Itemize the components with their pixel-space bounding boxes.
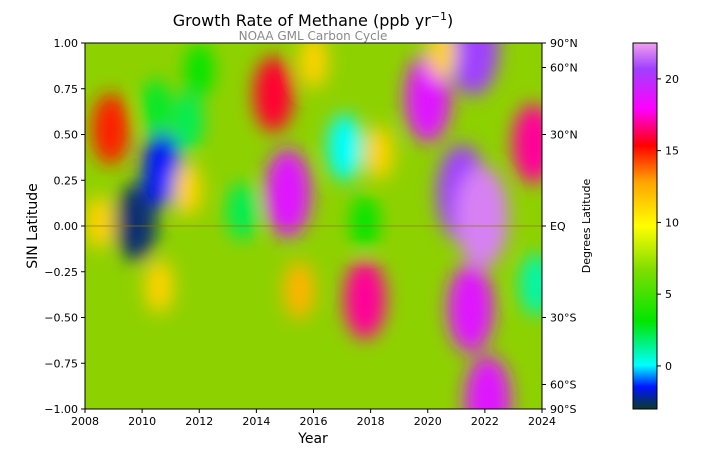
heat-blob-4: [226, 182, 258, 241]
heat-blob-0: [115, 183, 157, 262]
heat-blob-25: [427, 43, 457, 79]
y-tick-label-2: −0.50: [44, 312, 78, 325]
x-tick-label-2010: 2010: [128, 415, 156, 428]
heat-blob-21: [173, 162, 203, 217]
y-tick-label-6: 0.50: [54, 129, 79, 142]
secondary-y-axis: 90°N 60°N 30°N EQ 30°S 60°S 90°S: [542, 37, 578, 416]
x-axis: 2008 2010 2012 2014 2016 2018 2020 2022 2024: [71, 409, 556, 428]
heat-blob-18: [91, 93, 130, 165]
heat-blob-9: [253, 56, 294, 133]
y-tick-label-0: −1.00: [44, 403, 78, 416]
heat-blob-3: [172, 92, 204, 151]
y-tick-label-5: 0.25: [54, 174, 79, 187]
heat-blob-22: [144, 259, 174, 314]
x-tick-label-2022: 2022: [471, 415, 499, 428]
x-tick-label-2014: 2014: [242, 415, 270, 428]
y-axis: −1.00 −0.75 −0.50 −0.25 0.00 0.25 0.50 0.75 1.00: [44, 37, 85, 416]
heat-blob-26: [184, 43, 214, 98]
x-axis-title: Year: [297, 431, 328, 447]
y2-axis-title: Degrees Latitude: [580, 179, 593, 274]
heat-blob-17: [343, 259, 386, 340]
y-tick-label-1: −0.75: [44, 357, 78, 370]
y-tick-label-3: −0.25: [44, 266, 78, 279]
chart-title: Growth Rate of Methane (ppb yr−1): [173, 10, 454, 30]
heat-blob-14: [464, 355, 511, 409]
heat-blob-5: [350, 195, 380, 250]
heat-blob-19: [283, 261, 315, 320]
x-tick-label-2016: 2016: [300, 415, 328, 428]
heat-blob-12: [447, 263, 494, 353]
y-tick-label-4: 0.00: [54, 220, 79, 233]
chart-subtitle: NOAA GML Carbon Cycle: [239, 29, 388, 43]
colorbar-tick-label-20: 20: [665, 73, 679, 86]
heat-blob-6: [141, 79, 172, 135]
heat-blob-16: [512, 103, 542, 184]
x-tick-label-2020: 2020: [414, 415, 442, 428]
heat-blob-20: [364, 126, 394, 180]
heat-blob-24: [299, 43, 328, 89]
heat-blob-15: [448, 43, 499, 96]
chart-title-suffix: ): [447, 11, 453, 30]
colorbar-tick-label-0: 0: [665, 360, 672, 373]
heat-blob-1: [142, 132, 182, 206]
heatmap-area: [85, 43, 542, 409]
y-axis-title: SIN Latitude: [25, 183, 41, 269]
y2-tick-label-2: 30°N: [550, 129, 578, 142]
heat-blob-2: [327, 113, 363, 181]
x-tick-label-2018: 2018: [357, 415, 385, 428]
colorbar-ticks: 0 5 10 15 20: [657, 73, 679, 373]
y2-tick-label-0: 90°N: [550, 37, 578, 50]
y2-tick-label-1: 60°N: [550, 62, 578, 75]
heat-blob-7: [519, 253, 542, 316]
y2-tick-label-6: 90°S: [550, 403, 576, 416]
y2-tick-label-4: 30°S: [550, 312, 576, 325]
colorbar-tick-label-10: 10: [665, 216, 679, 229]
y-tick-label-7: 0.75: [54, 83, 79, 96]
x-tick-label-2008: 2008: [71, 415, 99, 428]
heat-blob-11: [455, 165, 509, 268]
colorbar-tick-label-15: 15: [665, 145, 679, 158]
heat-blob-23: [85, 195, 114, 250]
chart-title-superscript: −1: [431, 10, 447, 23]
x-tick-label-2012: 2012: [185, 415, 213, 428]
colorbar-tick-label-5: 5: [665, 288, 672, 301]
y-tick-label-8: 1.00: [54, 37, 79, 50]
colorbar: [632, 42, 658, 410]
chart-title-main: Growth Rate of Methane (ppb yr: [173, 11, 431, 30]
x-tick-label-2024: 2024: [528, 415, 556, 428]
y2-tick-label-5: 60°S: [550, 378, 576, 391]
heat-blob-8: [264, 148, 311, 238]
y2-tick-label-3: EQ: [550, 220, 566, 233]
